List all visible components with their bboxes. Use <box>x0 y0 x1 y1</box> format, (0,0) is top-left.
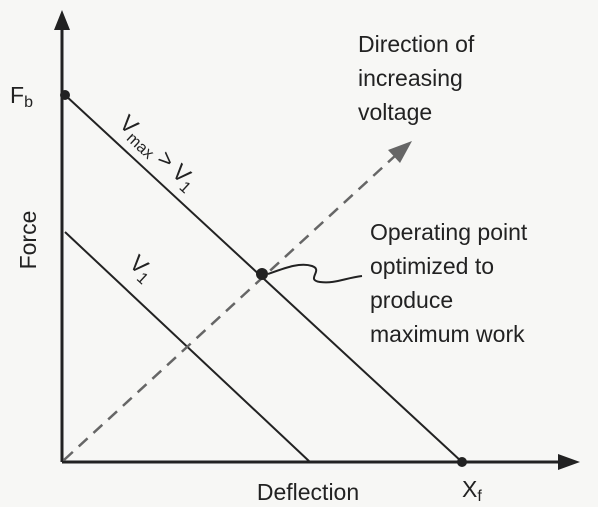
annotation-line: Operating point <box>370 219 528 245</box>
operating-point <box>256 268 268 280</box>
annotation-line: produce <box>370 287 453 313</box>
annotation-line: maximum work <box>370 321 525 347</box>
diagram: Fb Xf Force Deflection Vmax > V1 V1 Dire… <box>0 0 598 507</box>
y-axis-label: Force <box>15 211 41 270</box>
fb-main: F <box>10 82 24 108</box>
x-axis-label: Deflection <box>257 479 359 505</box>
fb-sub: b <box>24 94 33 111</box>
xf-main: X <box>462 476 477 502</box>
xf-point <box>457 457 467 467</box>
annotation-line: increasing <box>358 65 463 91</box>
fb-point <box>60 90 70 100</box>
xf-sub: f <box>477 488 482 505</box>
annotation-line: Direction of <box>358 31 475 57</box>
background <box>0 0 598 507</box>
annotation-line: optimized to <box>370 253 494 279</box>
annotation-line: voltage <box>358 99 432 125</box>
